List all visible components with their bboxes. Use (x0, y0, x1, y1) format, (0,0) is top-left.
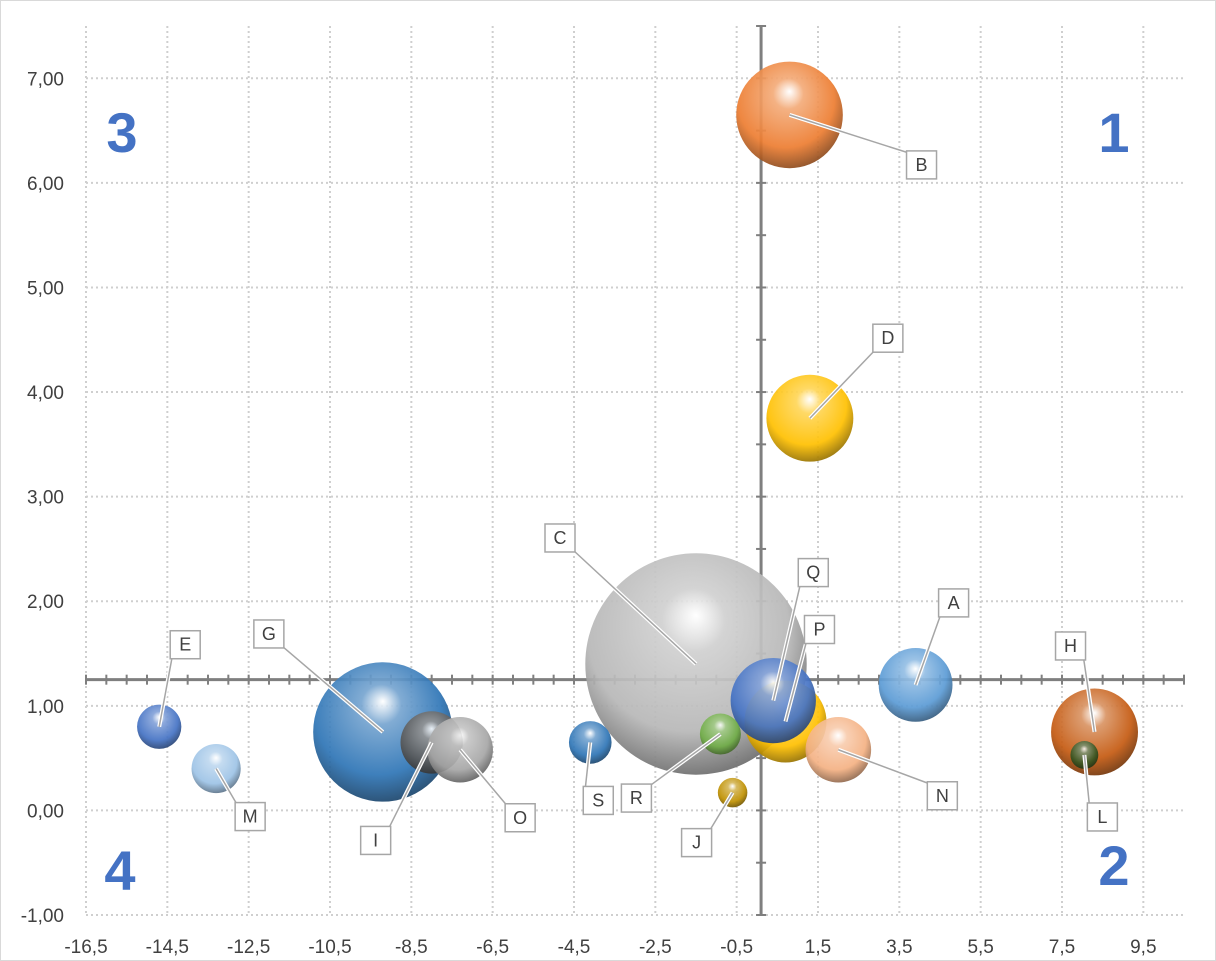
callout-leader (914, 614, 942, 686)
callout-leader (772, 584, 801, 701)
x-axis-tick-labels: -16,5 -14,5 -12,5 -10,5 -8,5 -6,5 -4,5 -2,5 -0,5… (64, 937, 1156, 958)
callout-box (620, 783, 653, 813)
data-label-r: R (630, 788, 643, 808)
x-tick-label: -10,5 (308, 937, 351, 958)
callout-leader (809, 349, 876, 419)
callout-leader (584, 742, 592, 789)
data-label-callouts: A B C D E G H I J L M N O P Q R S (157, 112, 1119, 858)
callout-box (872, 323, 904, 353)
data-label-b: B (916, 155, 928, 175)
callout-leader (838, 749, 930, 785)
quadrant-label: 4 (104, 839, 135, 902)
callout-box (905, 150, 938, 180)
x-tick-label: 1,5 (805, 937, 831, 958)
callout-leader (158, 656, 173, 727)
data-label-s: S (592, 790, 604, 810)
x-tick-label: -12,5 (227, 937, 270, 958)
x-tick-label: 5,5 (967, 937, 993, 958)
callout-leader (784, 641, 808, 722)
callout-box (582, 785, 615, 816)
y-tick-label: 2,00 (27, 592, 64, 613)
data-label-g: G (262, 624, 276, 644)
y-axis-tick-labels: -1,00 0,00 1,00 2,00 3,00 4,00 5,00 6,00 7,00 (21, 69, 64, 927)
data-label-l: L (1097, 807, 1107, 827)
x-tick-label: -0,5 (720, 937, 753, 958)
data-label-d: D (881, 328, 894, 348)
y-tick-label: 3,00 (27, 488, 64, 509)
data-label-p: P (813, 620, 825, 640)
y-tick-label: 4,00 (27, 383, 64, 404)
bubbles (137, 61, 1138, 808)
y-tick-label: -1,00 (21, 906, 64, 927)
y-tick-label: 0,00 (27, 801, 64, 822)
x-tick-label: 9,5 (1130, 937, 1156, 958)
callout-leader (387, 742, 433, 829)
callout-box (1086, 802, 1119, 832)
callout-box (359, 825, 392, 856)
x-tick-label: -16,5 (64, 937, 107, 958)
callout-leader (789, 114, 909, 154)
data-label-h: H (1064, 636, 1077, 656)
callout-box (253, 619, 285, 649)
bubble-b (736, 61, 843, 169)
callout-box (1054, 631, 1087, 661)
callout-box (797, 557, 830, 588)
data-label-o: O (513, 808, 527, 828)
callout-leader (708, 792, 734, 832)
x-tick-label: -14,5 (146, 937, 189, 958)
callout-leader (1082, 657, 1096, 733)
data-label-m: M (243, 807, 258, 827)
callout-leader (281, 645, 384, 733)
quadrant-label: 3 (106, 101, 137, 164)
callout-leader (459, 749, 508, 807)
x-tick-label: 7,5 (1049, 937, 1075, 958)
quadrant-label: 1 (1098, 101, 1129, 164)
quadrant-label: 2 (1098, 834, 1129, 897)
callout-box (803, 614, 836, 645)
x-tick-label: -4,5 (558, 937, 591, 958)
callout-box (937, 588, 970, 618)
callout-box (169, 629, 201, 660)
callout-leader (1083, 754, 1091, 806)
callout-box (504, 803, 536, 833)
quadrant-labels: 1 2 3 4 (104, 101, 1129, 902)
bubble-q (730, 657, 816, 744)
data-label-q: Q (806, 563, 820, 583)
callout-leader (215, 768, 238, 805)
x-tick-label: -8,5 (395, 937, 428, 958)
callout-box (680, 827, 713, 858)
y-tick-label: 5,00 (27, 278, 64, 299)
data-label-a: A (948, 593, 960, 613)
data-label-j: J (692, 833, 701, 853)
data-label-n: N (936, 786, 949, 806)
x-tick-label: -2,5 (639, 937, 672, 958)
callout-box (926, 781, 959, 811)
callout-box (544, 523, 576, 553)
callout-box (234, 801, 266, 832)
data-label-e: E (179, 635, 191, 655)
callout-leader (648, 733, 721, 787)
x-tick-label: -6,5 (476, 937, 509, 958)
data-label-i: I (373, 830, 378, 850)
y-tick-label: 1,00 (27, 697, 64, 718)
y-tick-label: 7,00 (27, 69, 64, 90)
callout-leader (572, 549, 697, 665)
x-tick-label: 3,5 (886, 937, 912, 958)
y-tick-label: 6,00 (27, 174, 64, 195)
data-label-c: C (554, 528, 567, 548)
